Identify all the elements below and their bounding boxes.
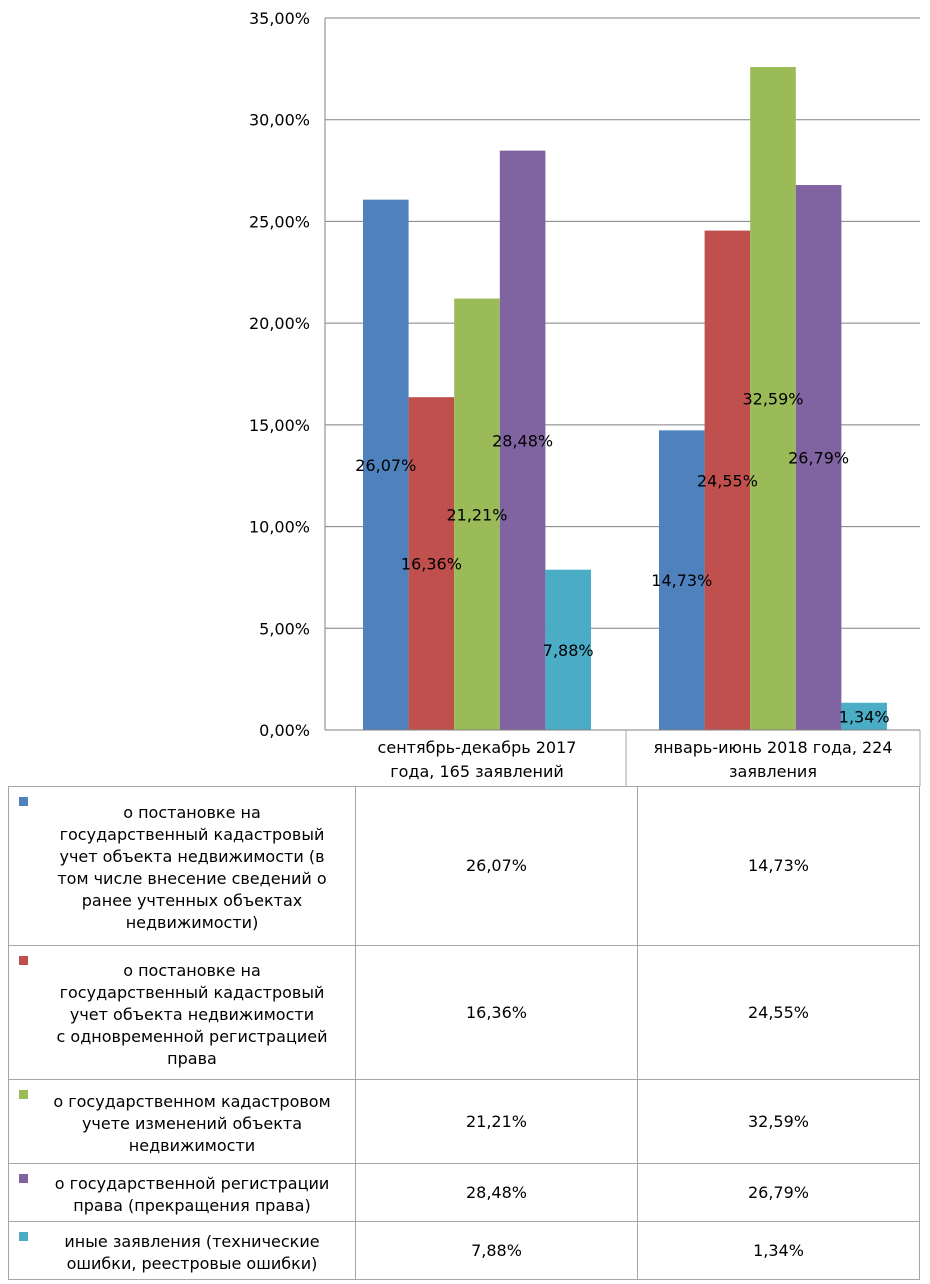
bar-series-1-cat-2	[659, 430, 705, 730]
legend-label-line: права	[167, 1048, 217, 1068]
category-label-1-line-2: года, 165 заявлений	[390, 762, 564, 781]
legend-label-line: иные заявления (технические	[64, 1231, 320, 1251]
bars	[363, 67, 887, 730]
table-cell-value: 26,79%	[637, 1163, 920, 1222]
bar-series-2-cat-2	[704, 230, 751, 730]
table-cell-value: 24,55%	[637, 945, 920, 1080]
data-label-series-3-cat-1: 21,21%	[446, 505, 507, 524]
data-labels: 26,07% 14,73% 16,36% 24,55% 21,21% 32,59% 28,4…	[355, 390, 889, 727]
data-label-series-2-cat-2: 24,55%	[697, 471, 758, 490]
legend-label-line: учете изменений объекта	[81, 1113, 303, 1133]
legend-label-line: права (прекращения права)	[73, 1195, 311, 1215]
data-label-series-1-cat-2: 14,73%	[651, 571, 712, 590]
legend-entry-2: о постановке на государственный кадастров…	[8, 945, 356, 1080]
table-cell-value: 14,73%	[637, 786, 920, 946]
y-tick-label: 30,00%	[249, 111, 310, 130]
data-label-series-2-cat-1: 16,36%	[401, 555, 462, 574]
y-tick-label: 20,00%	[249, 314, 310, 333]
legend-key	[19, 797, 28, 806]
legend-label-line: учет объекта недвижимости (в	[59, 847, 325, 866]
table-cell-value: 28,48%	[355, 1163, 638, 1222]
legend-entry-4: о государственной регистрации права (прек…	[8, 1163, 356, 1222]
legend-label: о государственной регистрации права (прек…	[33, 1173, 351, 1217]
data-label-series-5-cat-2: 1,34%	[839, 707, 890, 726]
category-label-1-line-1: сентябрь-декабрь 2017	[377, 738, 577, 757]
y-axis-tick-labels: 0,00% 5,00% 10,00% 15,00% 20,00% 25,00% 30,00%…	[249, 9, 310, 740]
legend-entry-1: о постановке на государственный кадастров…	[8, 786, 356, 946]
bar-series-2-cat-1	[408, 397, 455, 730]
bar-series-3-cat-2	[750, 67, 796, 730]
legend-label: о постановке на государственный кадастров…	[33, 802, 351, 934]
legend-entry-5: иные заявления (технические ошибки, реест…	[8, 1221, 356, 1280]
y-tick-label: 35,00%	[249, 9, 310, 28]
legend-label-line: ранее учтенных объектах	[81, 891, 303, 910]
bar-series-5-cat-2	[841, 702, 887, 730]
legend-key	[19, 1090, 28, 1099]
data-label-series-5-cat-1: 7,88%	[543, 641, 594, 660]
y-tick-label: 0,00%	[259, 721, 310, 740]
table-cell-value: 32,59%	[637, 1079, 920, 1164]
data-table: о постановке на государственный кадастров…	[8, 786, 920, 1280]
legend-label-line: государственный кадастровый	[59, 825, 325, 844]
legend-entry-3: о государственном кадастровом учете измен…	[8, 1079, 356, 1164]
bar-series-3-cat-1	[454, 298, 500, 730]
legend-label-line: учет объекта недвижимости	[69, 1004, 315, 1024]
table-row: о государственной регистрации права (прек…	[8, 1163, 920, 1222]
table-row: о государственном кадастровом учете измен…	[8, 1079, 920, 1164]
bar-series-4-cat-1	[499, 150, 546, 730]
data-label-series-3-cat-2: 32,59%	[742, 390, 803, 409]
legend-label-line: том числе внесение сведений о	[57, 869, 327, 888]
data-label-series-1-cat-1: 26,07%	[355, 456, 416, 475]
legend-key	[19, 956, 28, 965]
y-tick-label: 5,00%	[259, 619, 310, 638]
legend-label-line: о государственной регистрации	[54, 1173, 330, 1193]
y-tick-label: 25,00%	[249, 212, 310, 231]
category-label-2: январь-июнь 2018 года, 224 заявления	[626, 733, 920, 787]
legend-label-line: о государственном кадастровом	[53, 1091, 331, 1111]
table-cell-value: 21,21%	[355, 1079, 638, 1164]
table-row: иные заявления (технические ошибки, реест…	[8, 1221, 920, 1280]
legend-label-line: государственный кадастровый	[59, 982, 325, 1002]
legend-key	[19, 1232, 28, 1241]
table-cell-value: 26,07%	[355, 786, 638, 946]
category-label-1: сентябрь-декабрь 2017 года, 165 заявлени…	[330, 733, 624, 787]
table-row: о постановке на государственный кадастров…	[8, 945, 920, 1080]
table-cell-value: 7,88%	[355, 1221, 638, 1280]
legend-label-line: с одновременной регистрацией	[56, 1026, 328, 1046]
table-cell-value: 1,34%	[637, 1221, 920, 1280]
data-label-series-4-cat-2: 26,79%	[788, 449, 849, 468]
table-row: о постановке на государственный кадастров…	[8, 786, 920, 946]
legend-label-line: недвижимости	[128, 1135, 256, 1155]
bar-series-4-cat-2	[795, 185, 842, 730]
category-label-2-line-2: заявления	[729, 762, 817, 781]
y-tick-label: 10,00%	[249, 518, 310, 537]
legend-key	[19, 1174, 28, 1183]
legend-label: иные заявления (технические ошибки, реест…	[33, 1231, 351, 1275]
table-cell-value: 16,36%	[355, 945, 638, 1080]
category-label-2-line-1: январь-июнь 2018 года, 224	[653, 738, 893, 757]
bar-chart: 0,00% 5,00% 10,00% 15,00% 20,00% 25,00% 30,00%…	[249, 9, 921, 786]
legend-label: о государственном кадастровом учете измен…	[33, 1091, 351, 1157]
y-tick-label: 15,00%	[249, 416, 310, 435]
legend-label-line: о постановке на	[123, 960, 261, 980]
data-label-series-4-cat-1: 28,48%	[492, 431, 553, 450]
bar-series-1-cat-1	[363, 199, 409, 730]
legend-label: о постановке на государственный кадастров…	[33, 960, 351, 1070]
legend-label-line: о постановке на	[123, 803, 261, 822]
legend-label-line: недвижимости)	[125, 913, 259, 932]
bar-series-5-cat-1	[545, 569, 591, 730]
legend-label-line: ошибки, реестровые ошибки)	[66, 1253, 318, 1273]
